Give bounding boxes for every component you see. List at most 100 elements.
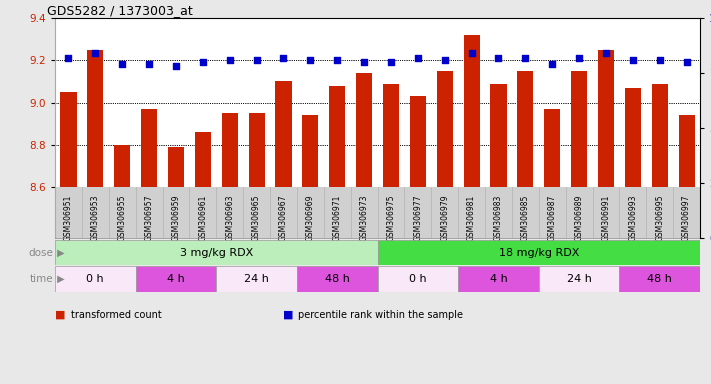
Point — [197, 59, 208, 65]
Bar — [195, 132, 211, 187]
Text: 0 h: 0 h — [409, 274, 427, 284]
Text: 24 h: 24 h — [567, 274, 592, 284]
Point — [170, 63, 181, 70]
Bar — [249, 113, 264, 187]
Bar — [55, 266, 136, 292]
Bar — [275, 81, 292, 187]
Bar — [222, 113, 237, 187]
Bar — [60, 92, 77, 187]
Text: 4 h: 4 h — [167, 274, 185, 284]
Bar — [625, 88, 641, 187]
Bar — [216, 266, 297, 292]
Point — [144, 61, 155, 67]
Point — [466, 50, 477, 56]
Text: GDS5282 / 1373003_at: GDS5282 / 1373003_at — [47, 4, 193, 17]
Point — [573, 55, 584, 61]
Bar — [464, 35, 480, 187]
Bar — [383, 84, 399, 187]
Bar — [55, 187, 700, 238]
Text: dose: dose — [28, 248, 53, 258]
Text: 0 h: 0 h — [87, 274, 104, 284]
Text: 48 h: 48 h — [325, 274, 350, 284]
Bar — [60, 92, 77, 187]
Point — [358, 59, 370, 65]
Bar — [141, 109, 157, 187]
Bar — [249, 113, 264, 187]
Bar — [114, 145, 130, 187]
Point — [654, 57, 665, 63]
Point — [251, 57, 262, 63]
Bar — [329, 86, 346, 187]
Bar — [598, 50, 614, 187]
Text: ■: ■ — [282, 310, 293, 320]
Point — [117, 61, 128, 67]
Bar — [437, 71, 453, 187]
Point — [278, 55, 289, 61]
Bar — [114, 145, 130, 187]
Bar — [410, 96, 426, 187]
Bar — [55, 240, 378, 265]
Bar — [571, 71, 587, 187]
Bar — [168, 147, 184, 187]
Bar — [464, 35, 480, 187]
Point — [547, 61, 558, 67]
Bar — [168, 147, 184, 187]
Text: ■: ■ — [55, 310, 65, 320]
Bar — [297, 266, 378, 292]
Bar — [87, 50, 103, 187]
Bar — [458, 266, 539, 292]
Point — [331, 57, 343, 63]
Bar — [302, 115, 319, 187]
Point — [681, 59, 693, 65]
Bar — [222, 113, 237, 187]
Bar — [356, 73, 372, 187]
Bar — [302, 115, 319, 187]
Text: time: time — [29, 274, 53, 284]
Point — [304, 57, 316, 63]
Bar — [571, 71, 587, 187]
Text: 18 mg/kg RDX: 18 mg/kg RDX — [498, 248, 579, 258]
Bar — [619, 266, 700, 292]
Point — [90, 50, 101, 56]
Bar — [55, 18, 700, 187]
Bar — [378, 266, 458, 292]
Bar — [678, 115, 695, 187]
Bar — [437, 71, 453, 187]
Bar — [87, 50, 103, 187]
Bar — [544, 109, 560, 187]
Bar — [651, 84, 668, 187]
Bar — [378, 240, 700, 265]
Point — [600, 50, 611, 56]
Point — [493, 55, 504, 61]
Bar — [491, 84, 506, 187]
Text: percentile rank within the sample: percentile rank within the sample — [298, 310, 463, 320]
Bar — [356, 73, 372, 187]
Bar — [539, 266, 619, 292]
Point — [224, 57, 235, 63]
Bar — [544, 109, 560, 187]
Text: transformed count: transformed count — [70, 310, 161, 320]
Bar — [136, 266, 216, 292]
Point — [63, 55, 74, 61]
Bar — [678, 115, 695, 187]
Bar — [141, 109, 157, 187]
Bar — [598, 50, 614, 187]
Point — [627, 57, 638, 63]
Point — [412, 55, 424, 61]
Bar — [329, 86, 346, 187]
Text: ▶: ▶ — [54, 248, 64, 258]
Bar — [195, 132, 211, 187]
Text: 3 mg/kg RDX: 3 mg/kg RDX — [180, 248, 253, 258]
Bar — [383, 84, 399, 187]
Text: 48 h: 48 h — [647, 274, 672, 284]
Bar — [275, 81, 292, 187]
Bar — [491, 84, 506, 187]
Point — [385, 59, 397, 65]
Bar — [625, 88, 641, 187]
Text: 4 h: 4 h — [490, 274, 508, 284]
Bar — [410, 96, 426, 187]
Point — [439, 57, 450, 63]
Bar — [517, 71, 533, 187]
Text: ▶: ▶ — [54, 274, 64, 284]
Bar — [651, 84, 668, 187]
